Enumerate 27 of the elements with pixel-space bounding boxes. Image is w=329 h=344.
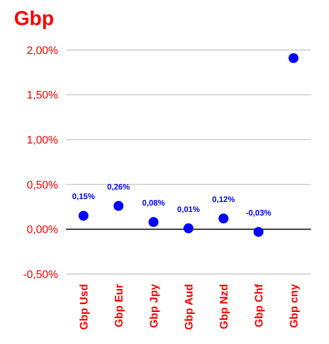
- y-tick-label: 0,00%: [26, 224, 58, 236]
- x-tick-label: Gbp Usd: [78, 284, 90, 330]
- data-label: 0,01%: [177, 204, 200, 214]
- chart-title: Gbp: [13, 8, 55, 32]
- y-tick-label: 2,00%: [26, 44, 58, 57]
- data-label: -0,03%: [246, 208, 272, 218]
- y-tick-label: -0,50%: [23, 268, 58, 281]
- y-tick-label: 1,50%: [26, 90, 58, 102]
- point: [184, 223, 194, 234]
- data-label: 0,08%: [142, 198, 165, 208]
- point: [218, 213, 228, 224]
- data-label: 0,12%: [212, 194, 235, 204]
- point: [288, 53, 298, 64]
- y-tick-label: 1,00%: [26, 134, 58, 147]
- point: [254, 226, 264, 237]
- x-tick-label: Gbp cny: [288, 283, 300, 328]
- point: [148, 217, 158, 228]
- point: [114, 200, 124, 211]
- data-label: 0,26%: [107, 182, 130, 192]
- x-tick-label: Gbp Aud: [184, 284, 196, 330]
- x-tick-label: Gbp Eur: [114, 283, 126, 328]
- x-tick-label: Gbp Chf: [254, 284, 266, 328]
- x-tick-label: Gbp Nzd: [218, 284, 230, 330]
- data-label: 0,15%: [72, 192, 95, 202]
- x-tick-label: Gbp Jpy: [148, 283, 160, 328]
- point: [78, 210, 88, 221]
- y-tick-label: 0,50%: [26, 179, 58, 192]
